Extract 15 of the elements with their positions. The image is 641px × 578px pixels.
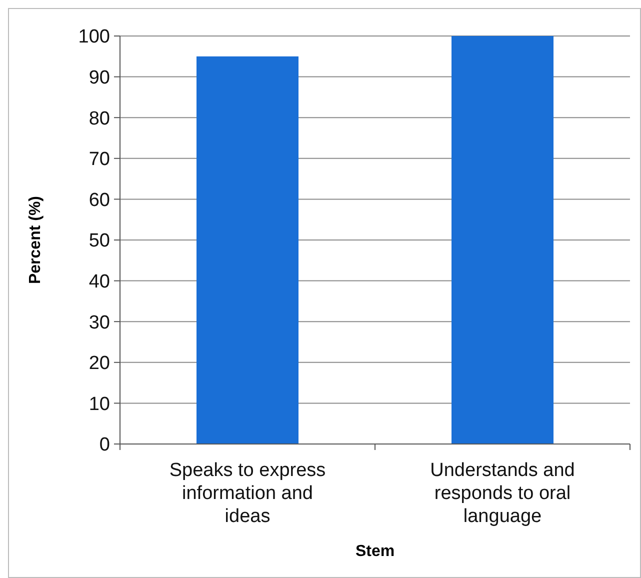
y-tick-label: 80: [88, 108, 110, 130]
y-tick-label: 10: [88, 394, 110, 415]
y-tick-label: 30: [88, 312, 110, 334]
y-tick-label: 50: [88, 230, 110, 252]
y-tick-label: 60: [88, 190, 110, 211]
y-tick-label: 70: [88, 149, 110, 170]
y-tick-label: 90: [88, 67, 110, 88]
x-axis-title: Stem: [355, 543, 395, 560]
x-tick-label: Speaks to express information and ideas: [169, 460, 326, 527]
x-tick-label: Understands and responds to oral language: [430, 460, 575, 527]
y-tick-label: 0: [99, 434, 110, 456]
y-axis-title: Percent (%): [27, 196, 44, 284]
y-tick-label: 100: [78, 26, 110, 48]
y-tick-label: 20: [88, 353, 110, 374]
y-tick-label: 40: [88, 271, 110, 292]
